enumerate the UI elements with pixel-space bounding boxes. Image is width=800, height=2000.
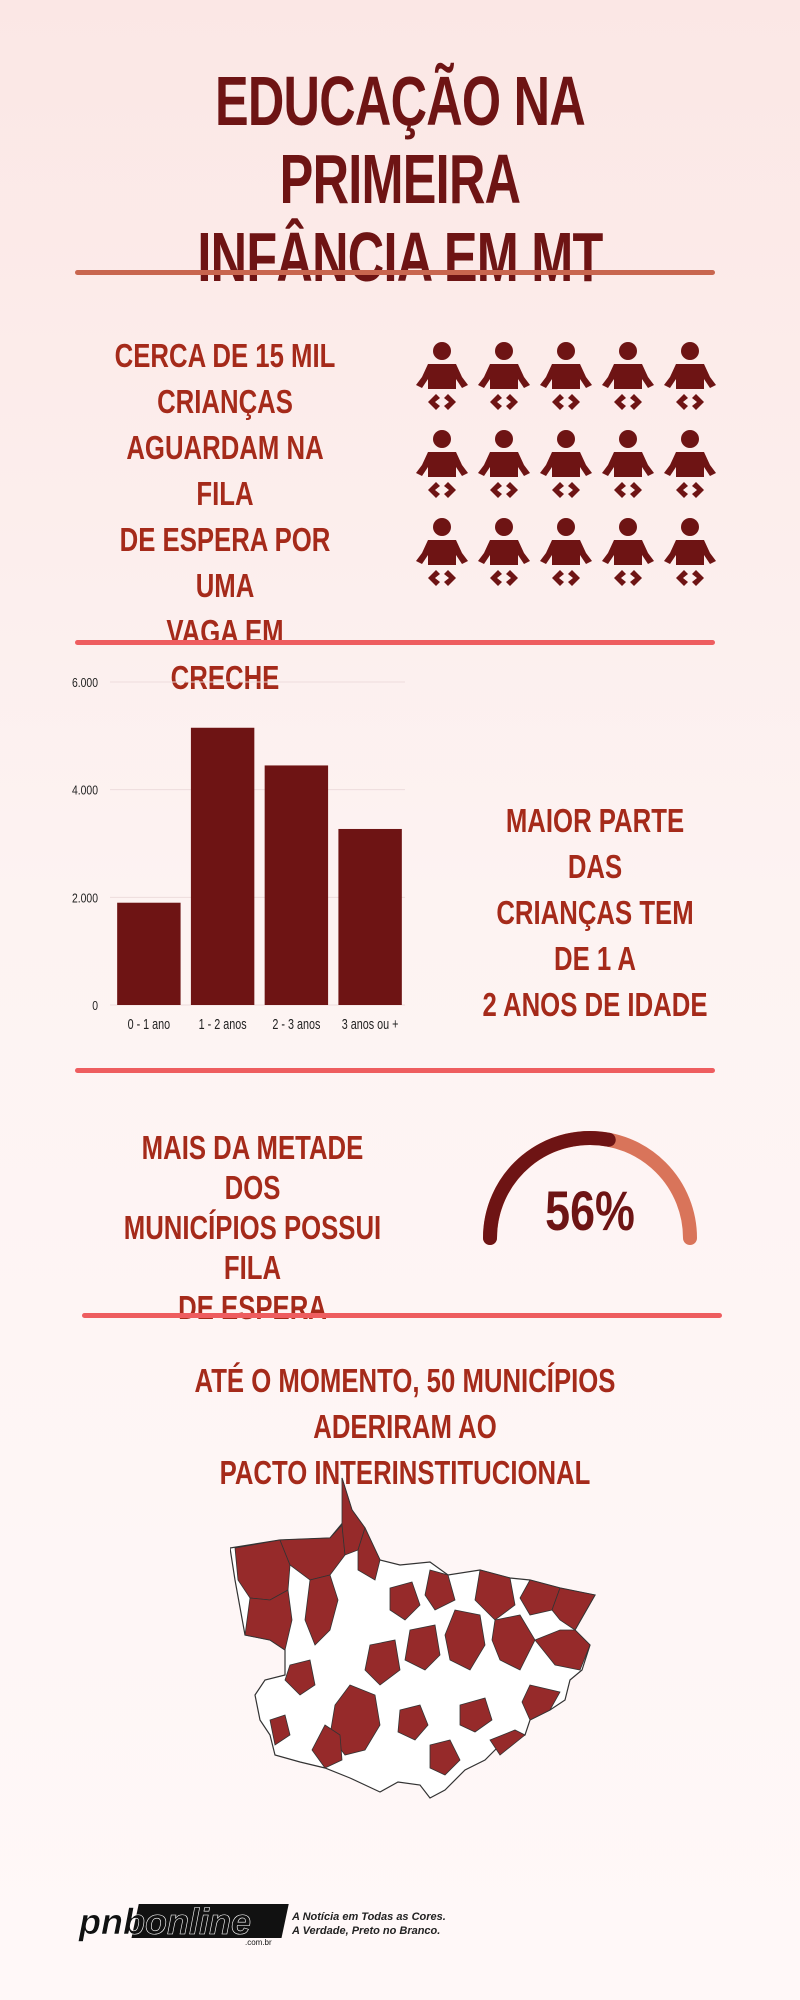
baby-icon: [664, 430, 716, 498]
baby-icon: [416, 518, 468, 586]
mato-grosso-map: [230, 1477, 596, 1799]
baby-icon-grid: [416, 342, 716, 586]
map-region: [364, 1639, 401, 1686]
half-line: DE ESPERA: [178, 1289, 327, 1326]
x-tick-label: 0 - 1 ano: [128, 1015, 171, 1032]
map-region: [244, 1589, 293, 1651]
baby-icon: [602, 342, 654, 410]
map-region: [269, 1714, 291, 1746]
half-line: MUNICÍPIOS POSSUI FILA: [123, 1209, 382, 1286]
bar: [190, 727, 255, 1005]
age-line: 2 ANOS DE IDADE: [482, 986, 708, 1023]
waiting-list-text: CERCA DE 15 MIL CRIANÇAS AGUARDAM NA FIL…: [80, 333, 370, 701]
map-region: [474, 1569, 516, 1621]
baby-icon: [478, 430, 530, 498]
map-region: [519, 1579, 561, 1616]
baby-icon: [602, 430, 654, 498]
age-bar-chart: 0 2.000 4.000 6.000 0 - 1 ano 1 - 2 anos 2 - 3…: [72, 676, 405, 1032]
divider-4: [82, 1313, 722, 1318]
title-line-2: INFÂNCIA EM MT: [197, 218, 603, 296]
divider-2: [75, 640, 715, 645]
page-title: EDUCAÇÃO NA PRIMEIRA INFÂNCIA EM MT: [0, 62, 800, 296]
half-line: MAIS DA METADE DOS: [141, 1129, 364, 1206]
map-region: [304, 1574, 339, 1646]
baby-icon: [540, 430, 592, 498]
map-region: [444, 1609, 486, 1671]
pnbonline-logo: pnbonline .com.br: [78, 1901, 289, 1947]
baby-icon: [478, 518, 530, 586]
title-line-1: EDUCAÇÃO NA PRIMEIRA: [214, 62, 586, 218]
map-region: [459, 1697, 493, 1733]
baby-icon: [540, 518, 592, 586]
baby-icon: [478, 342, 530, 410]
tagline-line-2: A Verdade, Preto no Branco.: [292, 1925, 441, 1937]
baby-icon: [540, 342, 592, 410]
map-region: [357, 1526, 381, 1581]
pact-line: ATÉ O MOMENTO, 50 MUNICÍPIOS ADERIRAM AO: [194, 1362, 616, 1445]
divider-3: [75, 1068, 715, 1073]
baby-icon: [664, 342, 716, 410]
map-region: [489, 1729, 526, 1756]
map-region: [429, 1739, 461, 1776]
age-line: CRIANÇAS TEM DE 1 A: [496, 894, 694, 977]
map-region: [404, 1624, 441, 1671]
y-tick-label: 4.000: [72, 784, 98, 798]
waiting-line: CERCA DE 15 MIL: [114, 337, 336, 374]
divider-1: [75, 270, 715, 275]
map-region: [284, 1659, 316, 1696]
map-region: [491, 1614, 536, 1671]
bar: [117, 902, 181, 1005]
waiting-line: AGUARDAM NA FILA: [126, 429, 324, 512]
logo-subtext: .com.br: [245, 1938, 272, 1947]
map-region: [521, 1684, 561, 1721]
tagline-line-1: A Notícia em Todas as Cores.: [292, 1911, 446, 1923]
age-line: MAIOR PARTE DAS: [505, 802, 685, 885]
y-tick-label: 6.000: [72, 676, 98, 690]
y-tick-label: 0: [92, 999, 98, 1013]
percent-gauge: 56%: [483, 1131, 697, 1245]
map-region: [389, 1581, 421, 1621]
map-region: [424, 1569, 456, 1611]
half-municipalities-text: MAIS DA METADE DOS MUNICÍPIOS POSSUI FIL…: [75, 1128, 430, 1328]
baby-icon: [602, 518, 654, 586]
map-region: [397, 1704, 429, 1741]
pact-text: ATÉ O MOMENTO, 50 MUNICÍPIOS ADERIRAM AO…: [60, 1358, 750, 1496]
pact-line: PACTO INTERINSTITUCIONAL: [219, 1454, 591, 1491]
y-tick-label: 2.000: [72, 891, 98, 905]
bar: [338, 828, 402, 1005]
gauge-percent-label: 56%: [545, 1179, 635, 1242]
gauge-fill: [483, 1131, 616, 1245]
map-region: [279, 1524, 346, 1581]
x-tick-label: 3 anos ou +: [342, 1015, 399, 1032]
baby-icon: [416, 342, 468, 410]
x-tick-label: 2 - 3 anos: [272, 1015, 320, 1032]
waiting-line: CRIANÇAS: [157, 383, 293, 420]
logo-text: pnbonline: [78, 1901, 251, 1942]
tagline: A Notícia em Todas as Cores. A Verdade, …: [292, 1910, 492, 1938]
map-region: [311, 1724, 343, 1769]
baby-icon: [416, 430, 468, 498]
map-region: [551, 1587, 596, 1631]
logo-box: [131, 1904, 289, 1938]
baby-icon: [664, 518, 716, 586]
waiting-line: DE ESPERA POR UMA: [119, 521, 331, 604]
map-region: [534, 1629, 591, 1671]
map-region: [329, 1684, 381, 1756]
age-text: MAIOR PARTE DAS CRIANÇAS TEM DE 1 A 2 AN…: [445, 798, 745, 1028]
bar: [264, 765, 329, 1005]
x-tick-label: 1 - 2 anos: [199, 1015, 247, 1032]
